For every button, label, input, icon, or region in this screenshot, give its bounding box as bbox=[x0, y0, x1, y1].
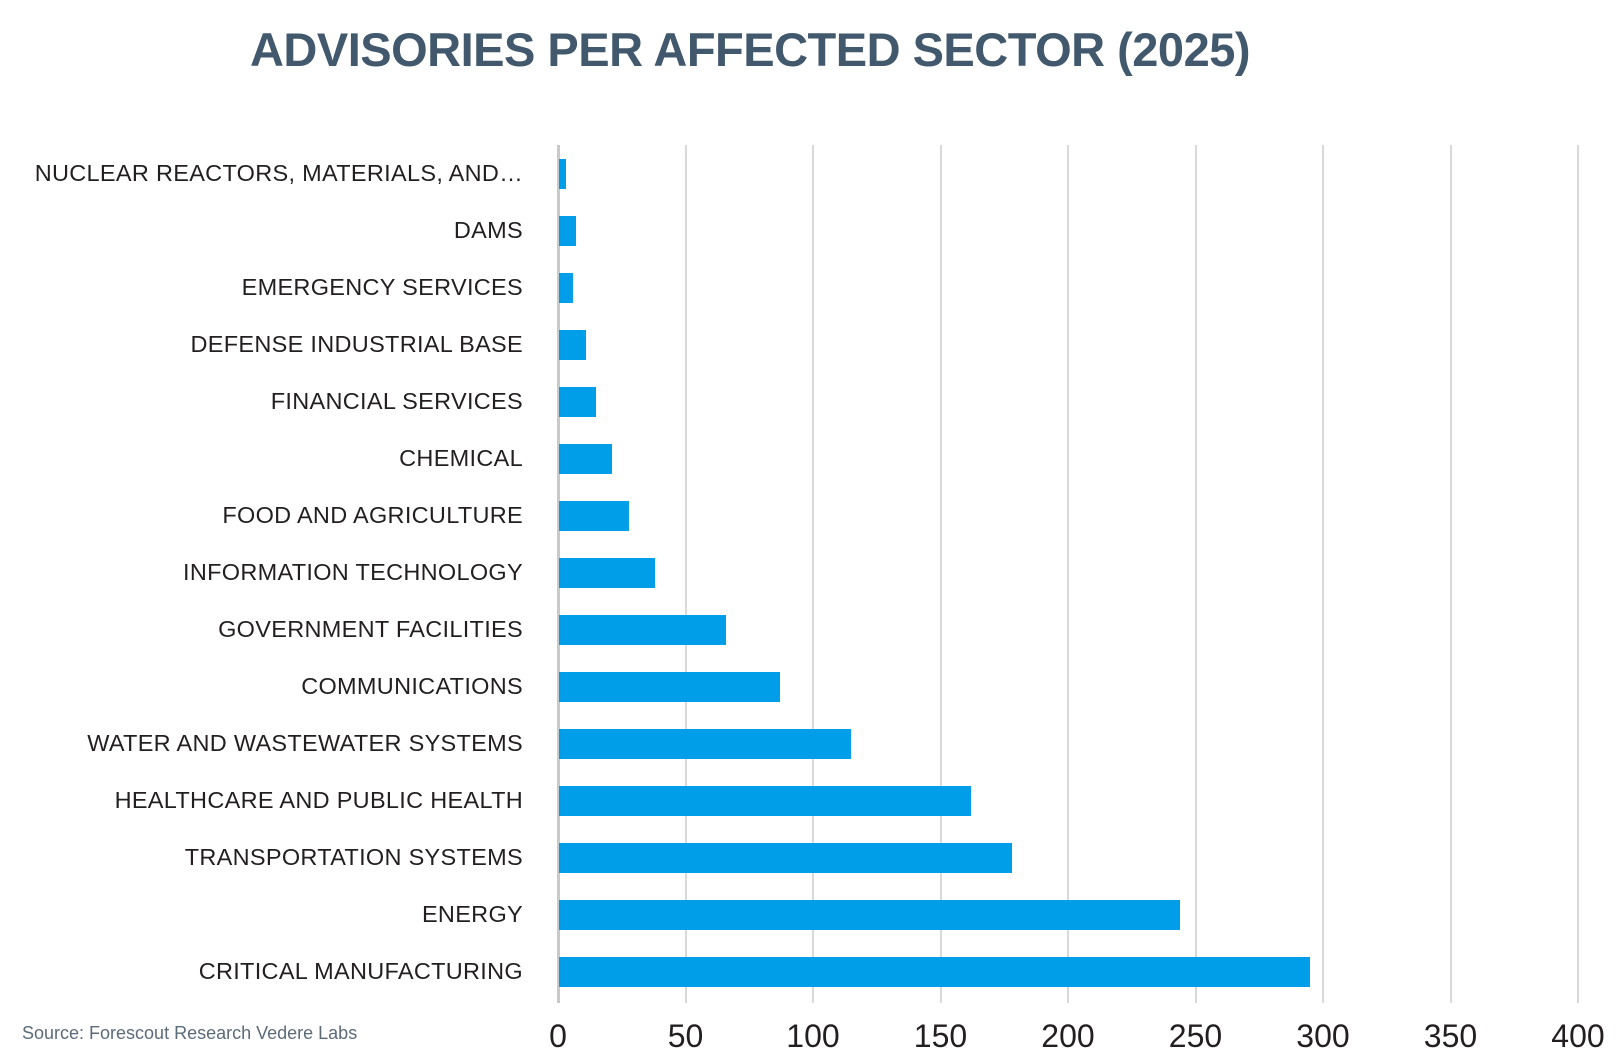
category-label-emergency-services: EMERGENCY SERVICES bbox=[241, 273, 523, 300]
x-tick-label-400: 400 bbox=[1551, 1018, 1605, 1054]
bar-healthcare-and-public-health bbox=[559, 785, 972, 816]
category-label-energy: ENERGY bbox=[421, 900, 523, 927]
bar-financial-services bbox=[559, 386, 597, 417]
category-label-nuclear-reactors-materials-and: NUCLEAR REACTORS, MATERIALS, AND… bbox=[34, 159, 523, 186]
x-tick-label-350: 350 bbox=[1423, 1018, 1478, 1054]
category-label-water-and-wastewater-systems: WATER AND WASTEWATER SYSTEMS bbox=[87, 729, 523, 756]
x-tick-label-100: 100 bbox=[786, 1018, 840, 1054]
bar-defense-industrial-base bbox=[559, 329, 587, 360]
category-label-critical-manufacturing: CRITICAL MANUFACTURING bbox=[198, 957, 523, 984]
x-tick-label-200: 200 bbox=[1041, 1018, 1095, 1054]
source-note: Source: Forescout Research Vedere Labs bbox=[22, 1023, 358, 1043]
category-label-transportation-systems: TRANSPORTATION SYSTEMS bbox=[184, 843, 523, 870]
gridline-x-300 bbox=[1322, 145, 1324, 1003]
gridline-x-400 bbox=[1577, 145, 1579, 1003]
gridline-x-100 bbox=[812, 145, 814, 1003]
bar-food-and-agriculture bbox=[559, 500, 630, 531]
bar-transportation-systems bbox=[559, 842, 1012, 873]
x-tick-label-300: 300 bbox=[1296, 1018, 1350, 1054]
bar-government-facilities bbox=[559, 614, 727, 645]
category-label-healthcare-and-public-health: HEALTHCARE AND PUBLIC HEALTH bbox=[114, 786, 523, 813]
bar-emergency-services bbox=[559, 272, 574, 303]
category-label-food-and-agriculture: FOOD AND AGRICULTURE bbox=[222, 501, 523, 528]
gridline-x-150 bbox=[939, 145, 942, 1003]
bar-chemical bbox=[559, 443, 612, 474]
gridline-x-350 bbox=[1449, 145, 1452, 1003]
bar-water-and-wastewater-systems bbox=[559, 728, 852, 759]
bar-dams bbox=[559, 215, 576, 246]
bar-information-technology bbox=[559, 557, 655, 588]
bar-nuclear-reactors-materials-and bbox=[559, 158, 566, 189]
bar-communications bbox=[559, 671, 780, 702]
x-tick-label-0: 0 bbox=[549, 1018, 567, 1054]
gridline-x-200 bbox=[1067, 145, 1069, 1003]
category-label-government-facilities: GOVERNMENT FACILITIES bbox=[218, 615, 523, 642]
x-tick-label-150: 150 bbox=[913, 1018, 968, 1054]
bar-critical-manufacturing bbox=[559, 956, 1311, 987]
gridline-x-250 bbox=[1194, 145, 1197, 1003]
category-label-financial-services: FINANCIAL SERVICES bbox=[270, 387, 523, 414]
axis-zero-line bbox=[557, 145, 560, 1003]
chart-title: ADVISORIES PER AFFECTED SECTOR (2025) bbox=[249, 23, 1251, 76]
x-tick-label-50: 50 bbox=[667, 1018, 704, 1054]
category-label-chemical: CHEMICAL bbox=[399, 444, 523, 471]
category-label-dams: DAMS bbox=[453, 216, 523, 243]
bar-energy bbox=[559, 899, 1181, 930]
category-label-defense-industrial-base: DEFENSE INDUSTRIAL BASE bbox=[190, 330, 523, 357]
category-label-information-technology: INFORMATION TECHNOLOGY bbox=[183, 558, 523, 585]
category-label-communications: COMMUNICATIONS bbox=[301, 672, 523, 699]
gridline-x-50 bbox=[684, 145, 687, 1003]
x-tick-label-250: 250 bbox=[1168, 1018, 1223, 1054]
